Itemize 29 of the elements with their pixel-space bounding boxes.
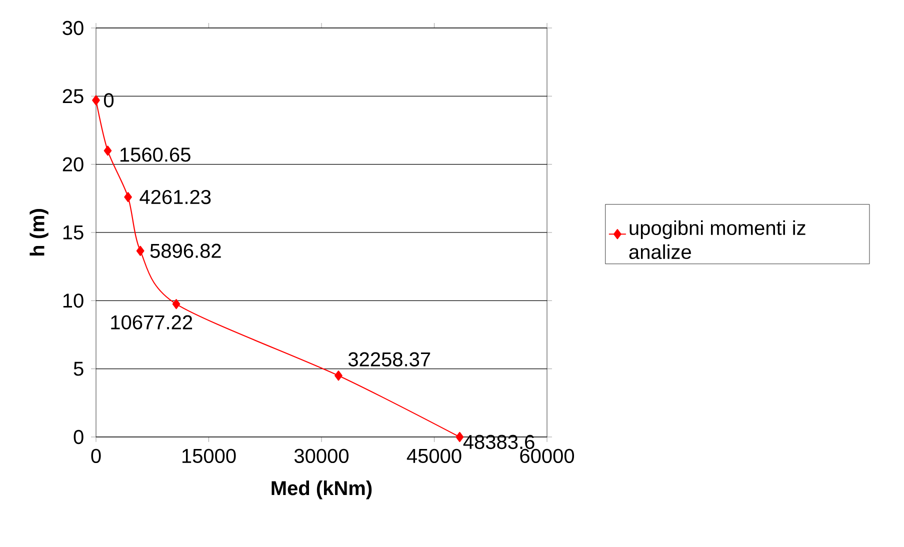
y-tick-label: 5 <box>74 362 84 376</box>
x-tick-label: 30000 <box>294 448 349 464</box>
x-tick-label: 15000 <box>182 448 236 464</box>
y-tick-label: 30 <box>62 20 84 36</box>
point <box>136 246 144 256</box>
x-tick-label: 60000 <box>520 448 574 464</box>
point <box>334 370 342 381</box>
x-tick-label: 45000 <box>406 448 462 464</box>
annotation: 0 <box>104 93 114 108</box>
annotation: 10677.22 <box>111 315 192 330</box>
y-tick-label: 15 <box>63 226 84 240</box>
point <box>172 299 180 310</box>
annotation: 48383.6 <box>463 434 534 450</box>
annotation: 1560.65 <box>120 148 190 162</box>
x-axis-title: Med (kNm) <box>272 480 372 500</box>
y-tick-label: 20 <box>62 157 84 172</box>
annotation: 4261.23 <box>140 190 211 204</box>
legend-label: upogibni momenti iz analize <box>629 220 806 260</box>
x-tick-label: 0 <box>91 448 101 464</box>
y-tick-label: 10 <box>63 294 84 308</box>
annotation: 5896.82 <box>150 244 221 258</box>
point <box>456 432 464 442</box>
annotation: 32258.37 <box>348 352 430 366</box>
point <box>92 95 100 106</box>
point <box>104 146 112 156</box>
point <box>124 192 132 202</box>
y-tick-label: 25 <box>62 89 84 104</box>
y-axis-title: h (m) <box>30 209 48 256</box>
y-tick-label: 0 <box>74 430 84 444</box>
